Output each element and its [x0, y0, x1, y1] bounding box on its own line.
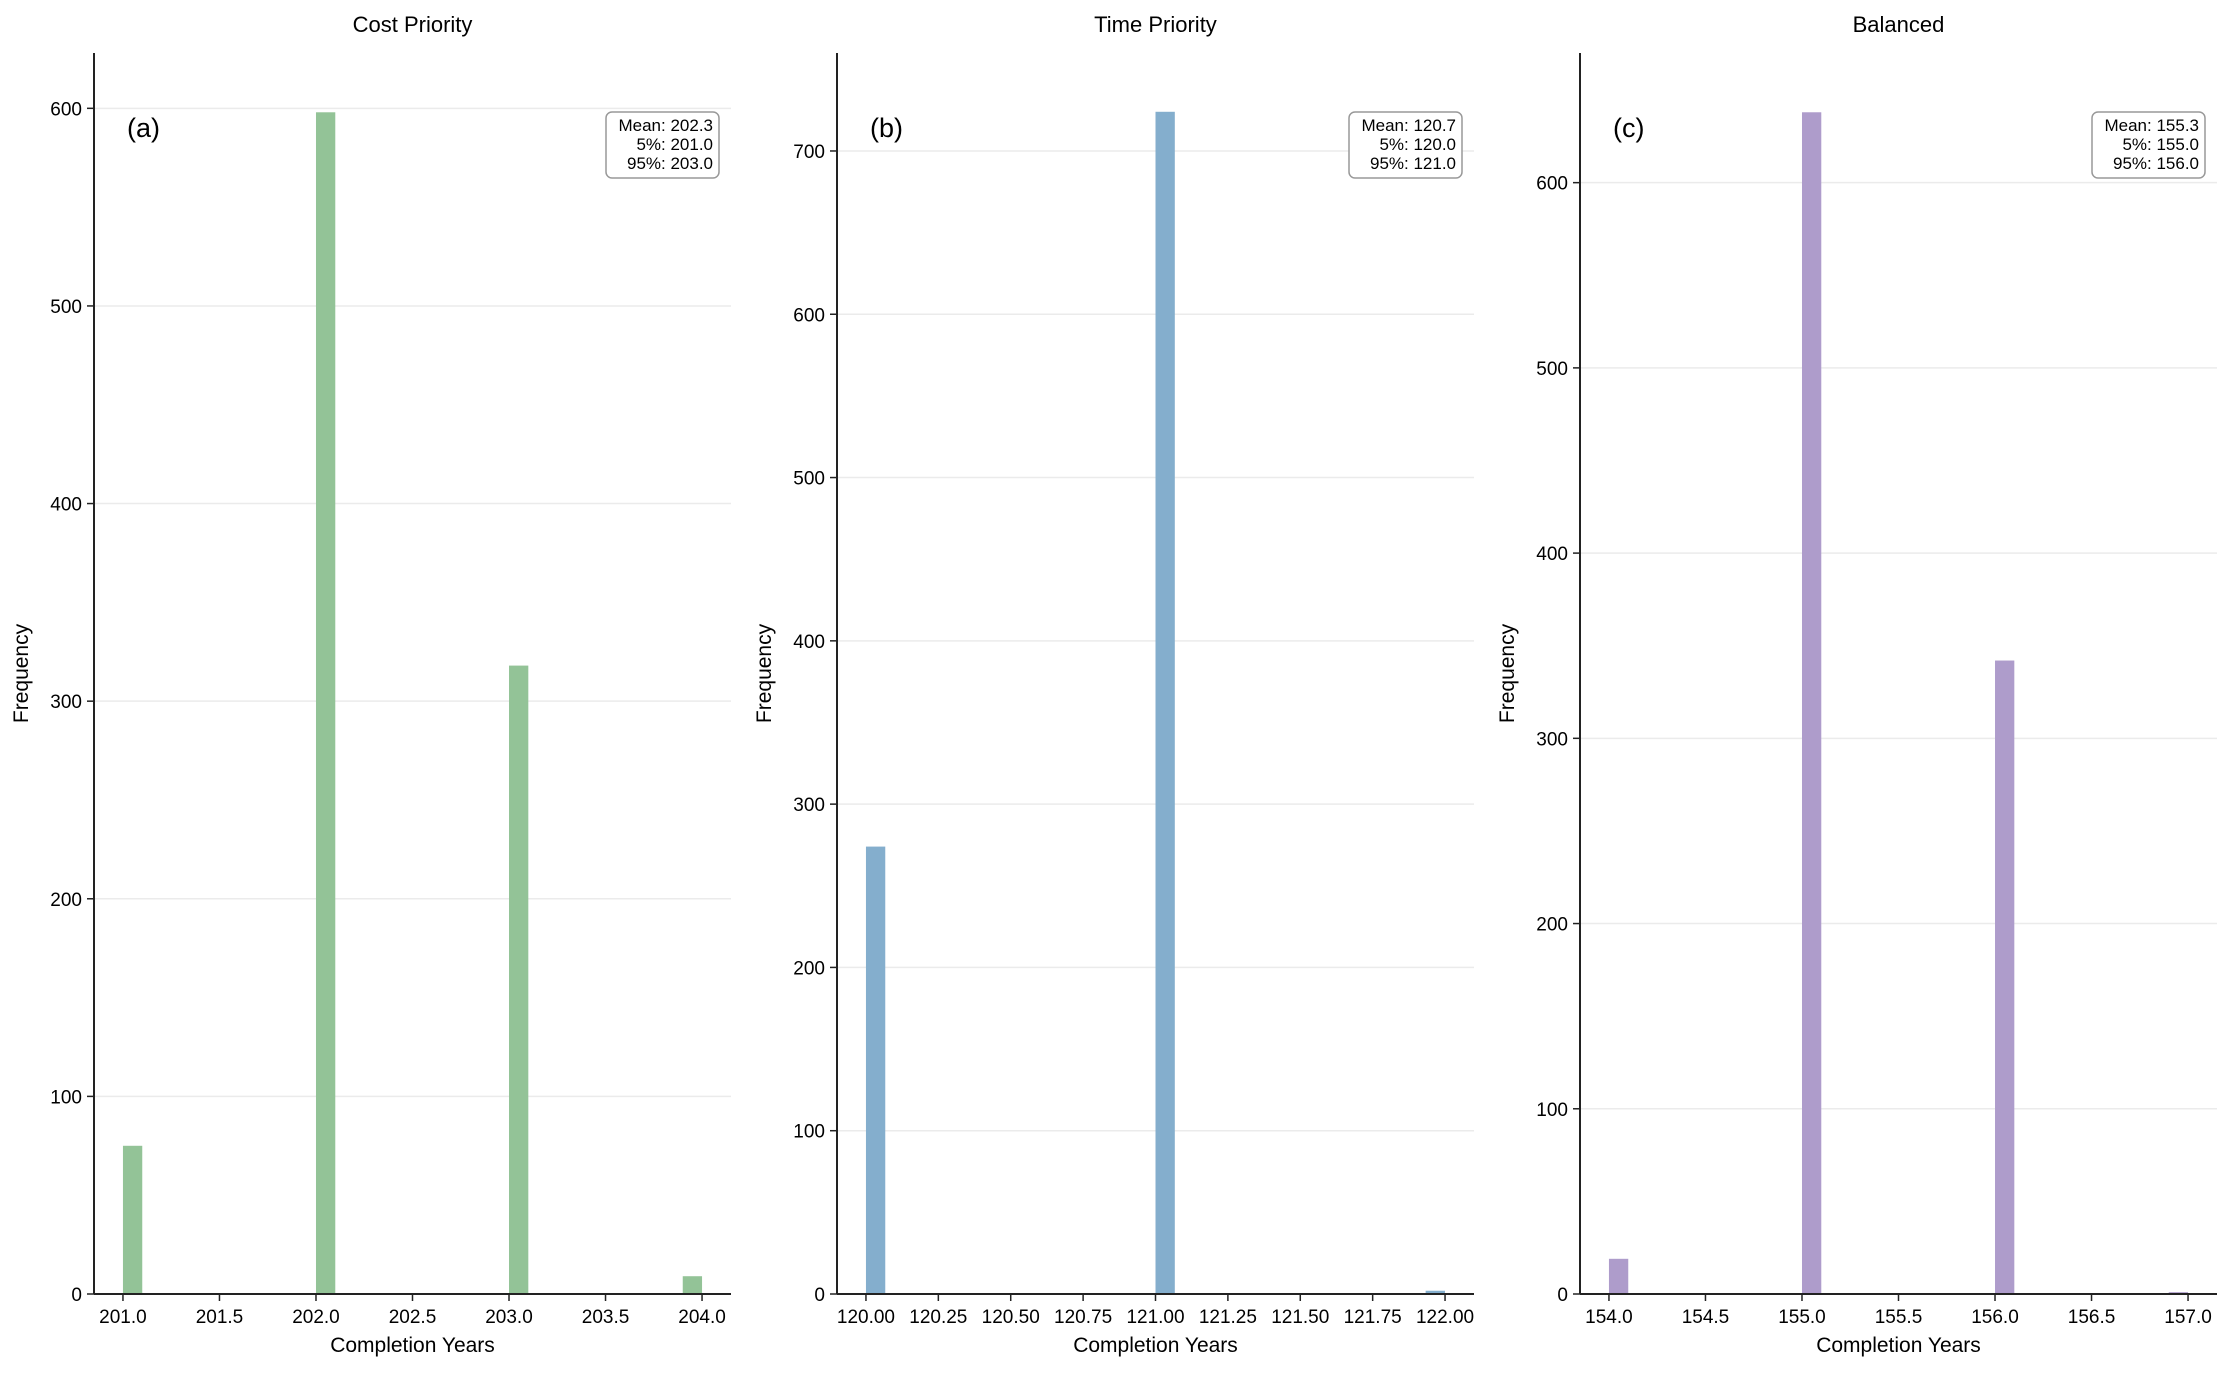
y-tick-label: 100	[50, 1087, 82, 1108]
x-tick-label: 202.5	[389, 1307, 437, 1328]
histogram-bar	[1801, 112, 1822, 1295]
stats-text: 95%: 121.0	[1370, 154, 1456, 173]
stats-text: 95%: 156.0	[2113, 154, 2199, 173]
x-axis-label: Completion Years	[330, 1334, 495, 1357]
x-tick-label: 203.5	[582, 1307, 630, 1328]
y-tick-label: 600	[793, 305, 825, 326]
histogram-bar	[1425, 1290, 1445, 1294]
histogram-bar	[509, 665, 529, 1294]
x-tick-label: 122.00	[1416, 1307, 1474, 1328]
stats-box	[2091, 111, 2206, 179]
x-tick-label: 121.50	[1271, 1307, 1329, 1328]
y-axis-label: Frequency	[1496, 623, 1519, 723]
y-axis-label: Frequency	[753, 623, 776, 723]
y-tick-label: 100	[1536, 1100, 1568, 1121]
x-axis-label: Completion Years	[1816, 1334, 1981, 1357]
x-tick-label: 121.75	[1344, 1307, 1402, 1328]
x-tick-label: 154.0	[1585, 1307, 1633, 1328]
x-tick-label: 120.25	[909, 1307, 967, 1328]
y-tick-label: 600	[50, 99, 82, 120]
panel-3: 0 100 200 300 400 500 600 154.0 154.5 155.0 155.5 1…	[1496, 12, 2217, 1357]
stats-box	[605, 111, 720, 179]
panel-label: (a)	[127, 113, 160, 143]
x-tick-label: 157.0	[2164, 1307, 2212, 1328]
y-tick-label: 0	[71, 1285, 82, 1306]
panel-2: 0 100 200 300 400 500 600 700 120.00 120.25 120.50…	[753, 12, 1474, 1357]
x-tick-label: 201.0	[99, 1307, 147, 1328]
panel-1: 0 100 200 300 400 500 600 201.0 201.5 202.0 202.5 2…	[10, 12, 731, 1357]
y-tick-label: 300	[793, 795, 825, 816]
panel-title: Cost Priority	[353, 12, 473, 37]
stats-text: Mean: 202.3	[618, 116, 713, 135]
panel-label: (c)	[1613, 113, 1644, 143]
histogram-bar	[682, 1276, 703, 1294]
x-axis-label: Completion Years	[1073, 1334, 1238, 1357]
x-tick-label: 204.0	[678, 1307, 726, 1328]
y-tick-label: 300	[50, 692, 82, 713]
x-tick-label: 120.00	[837, 1307, 895, 1328]
stats-text: 95%: 203.0	[627, 154, 713, 173]
y-tick-label: 200	[1536, 915, 1568, 936]
histogram-bar	[1155, 111, 1175, 1295]
y-tick-label: 500	[1536, 359, 1568, 380]
stats-box	[1348, 111, 1463, 179]
x-tick-label: 121.25	[1199, 1307, 1257, 1328]
stats-text: 5%: 201.0	[636, 135, 713, 154]
x-tick-label: 156.5	[2068, 1307, 2116, 1328]
x-tick-label: 202.0	[292, 1307, 340, 1328]
stats-text: 5%: 155.0	[2122, 135, 2199, 154]
y-tick-label: 700	[793, 142, 825, 163]
y-tick-label: 200	[793, 958, 825, 979]
stats-text: Mean: 120.7	[1361, 116, 1456, 135]
x-tick-label: 120.75	[1054, 1307, 1112, 1328]
y-tick-label: 400	[1536, 544, 1568, 565]
panel-title: Balanced	[1853, 12, 1945, 37]
y-tick-label: 100	[793, 1122, 825, 1143]
histogram-bar	[1608, 1258, 1629, 1294]
histogram-bar	[315, 112, 336, 1294]
y-tick-label: 300	[1536, 729, 1568, 750]
histogram-bar	[865, 846, 886, 1294]
y-tick-label: 500	[50, 297, 82, 318]
x-tick-label: 203.0	[485, 1307, 533, 1328]
y-tick-label: 400	[793, 632, 825, 653]
x-tick-label: 155.0	[1778, 1307, 1826, 1328]
stats-text: 5%: 120.0	[1379, 135, 1456, 154]
x-tick-label: 156.0	[1971, 1307, 2019, 1328]
histogram-bar	[1995, 660, 2015, 1294]
x-tick-label: 121.00	[1126, 1307, 1184, 1328]
x-tick-label: 155.5	[1875, 1307, 1923, 1328]
y-tick-label: 0	[1557, 1285, 1568, 1306]
y-tick-label: 500	[793, 469, 825, 490]
panel-label: (b)	[870, 113, 903, 143]
histogram-bar	[122, 1145, 143, 1294]
y-tick-label: 200	[50, 890, 82, 911]
y-tick-label: 400	[50, 495, 82, 516]
y-tick-label: 600	[1536, 174, 1568, 195]
x-tick-label: 120.50	[982, 1307, 1040, 1328]
y-axis-label: Frequency	[10, 623, 33, 723]
panel-title: Time Priority	[1094, 12, 1217, 37]
x-tick-label: 154.5	[1682, 1307, 1730, 1328]
x-tick-label: 201.5	[196, 1307, 244, 1328]
y-tick-label: 0	[814, 1285, 825, 1306]
stats-text: Mean: 155.3	[2104, 116, 2199, 135]
